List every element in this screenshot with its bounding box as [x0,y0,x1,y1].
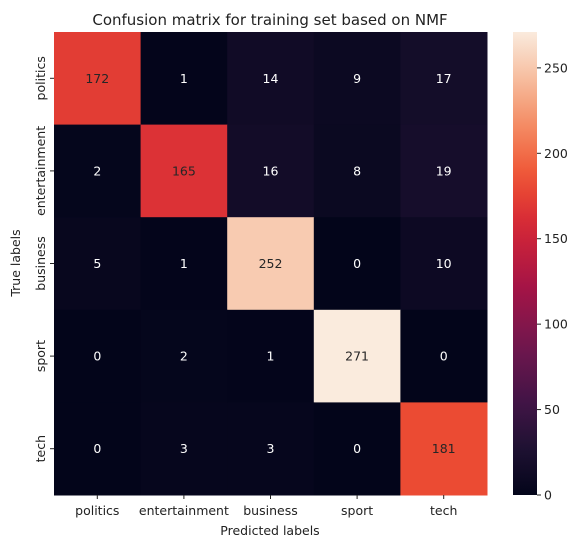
cell-value-label: 17 [436,71,452,86]
cell-value-label: 0 [353,441,361,456]
heatmap-cell [54,32,142,126]
colorbar-tick-label: 0 [544,488,552,503]
heatmap-cell [227,124,315,218]
heatmap-cell [313,217,401,311]
cell-value-label: 3 [267,441,275,456]
colorbar-ticks: 0 50 100 150 200 250 [537,60,568,503]
heatmap-cell [227,309,315,403]
colorbar-tick-label: 50 [544,402,560,417]
colorbar-tick-label: 250 [544,60,568,75]
colorbar-tick-label: 200 [544,146,568,161]
x-tick-label: tech [430,503,457,518]
heatmap-cell [227,32,315,126]
cell-value-label: 2 [180,349,188,364]
heatmap-cell [140,309,228,403]
heatmap-cell [140,217,228,311]
y-tick-label: politics [33,56,48,100]
heatmap-cell [400,309,488,403]
cell-value-label: 0 [440,349,448,364]
cell-value-label: 1 [180,71,188,86]
x-tick-label: sport [341,503,373,518]
cell-value-label: 271 [345,349,369,364]
y-tick-label: entertainment [33,126,48,216]
heatmap-cell [140,32,228,126]
heatmap-cell [54,309,142,403]
y-axis-label: True labels [8,229,23,297]
heatmap-cell [313,124,401,218]
heatmap-cell [227,402,315,496]
x-tick-label: business [243,503,297,518]
x-tick-label: politics [75,503,119,518]
y-tick-labels: politics entertainment business sport tech [33,56,54,462]
cell-value-label: 181 [432,441,456,456]
y-tick-label: business [33,236,48,290]
colorbar [513,32,537,495]
chart-title: Confusion matrix for training set based … [92,11,447,29]
heatmap-cell [400,217,488,311]
heatmap-cell [400,124,488,218]
cell-value-label: 8 [353,163,361,178]
heatmap-cell [400,402,488,496]
heatmap-cell [54,402,142,496]
cell-value-label: 9 [353,71,361,86]
heatmap-cell [140,124,228,218]
heatmap-cell [313,309,401,403]
cell-value-label: 0 [353,256,361,271]
x-tick-label: entertainment [139,503,229,518]
heatmap-cell [313,32,401,126]
heatmap-cells: 172 1 14 9 172 165 16 8 195 1 252 0 100 2 1 271 00 3 3 0 181 [54,32,488,496]
cell-value-label: 16 [263,163,279,178]
cell-value-label: 165 [172,163,196,178]
heatmap-cell [54,124,142,218]
colorbar-tick-label: 150 [544,231,568,246]
heatmap-cell [227,217,315,311]
cell-value-label: 252 [259,256,283,271]
y-tick-label: sport [33,340,48,372]
cell-value-label: 14 [263,71,279,86]
cell-value-label: 1 [267,349,275,364]
cell-value-label: 10 [436,256,452,271]
cell-value-label: 172 [85,71,109,86]
cell-value-label: 1 [180,256,188,271]
heatmap-cell [54,217,142,311]
cell-value-label: 5 [93,256,101,271]
cell-value-label: 0 [93,441,101,456]
cell-value-label: 3 [180,441,188,456]
x-axis-label: Predicted labels [220,523,319,538]
x-tick-labels: politics entertainment business sport tech [75,495,457,518]
heatmap-cell [400,32,488,126]
y-tick-label: tech [33,435,48,462]
heatmap-cell [140,402,228,496]
cell-value-label: 2 [93,163,101,178]
colorbar-tick-label: 100 [544,317,568,332]
cell-value-label: 0 [93,349,101,364]
cell-value-label: 19 [436,163,452,178]
heatmap-cell [313,402,401,496]
